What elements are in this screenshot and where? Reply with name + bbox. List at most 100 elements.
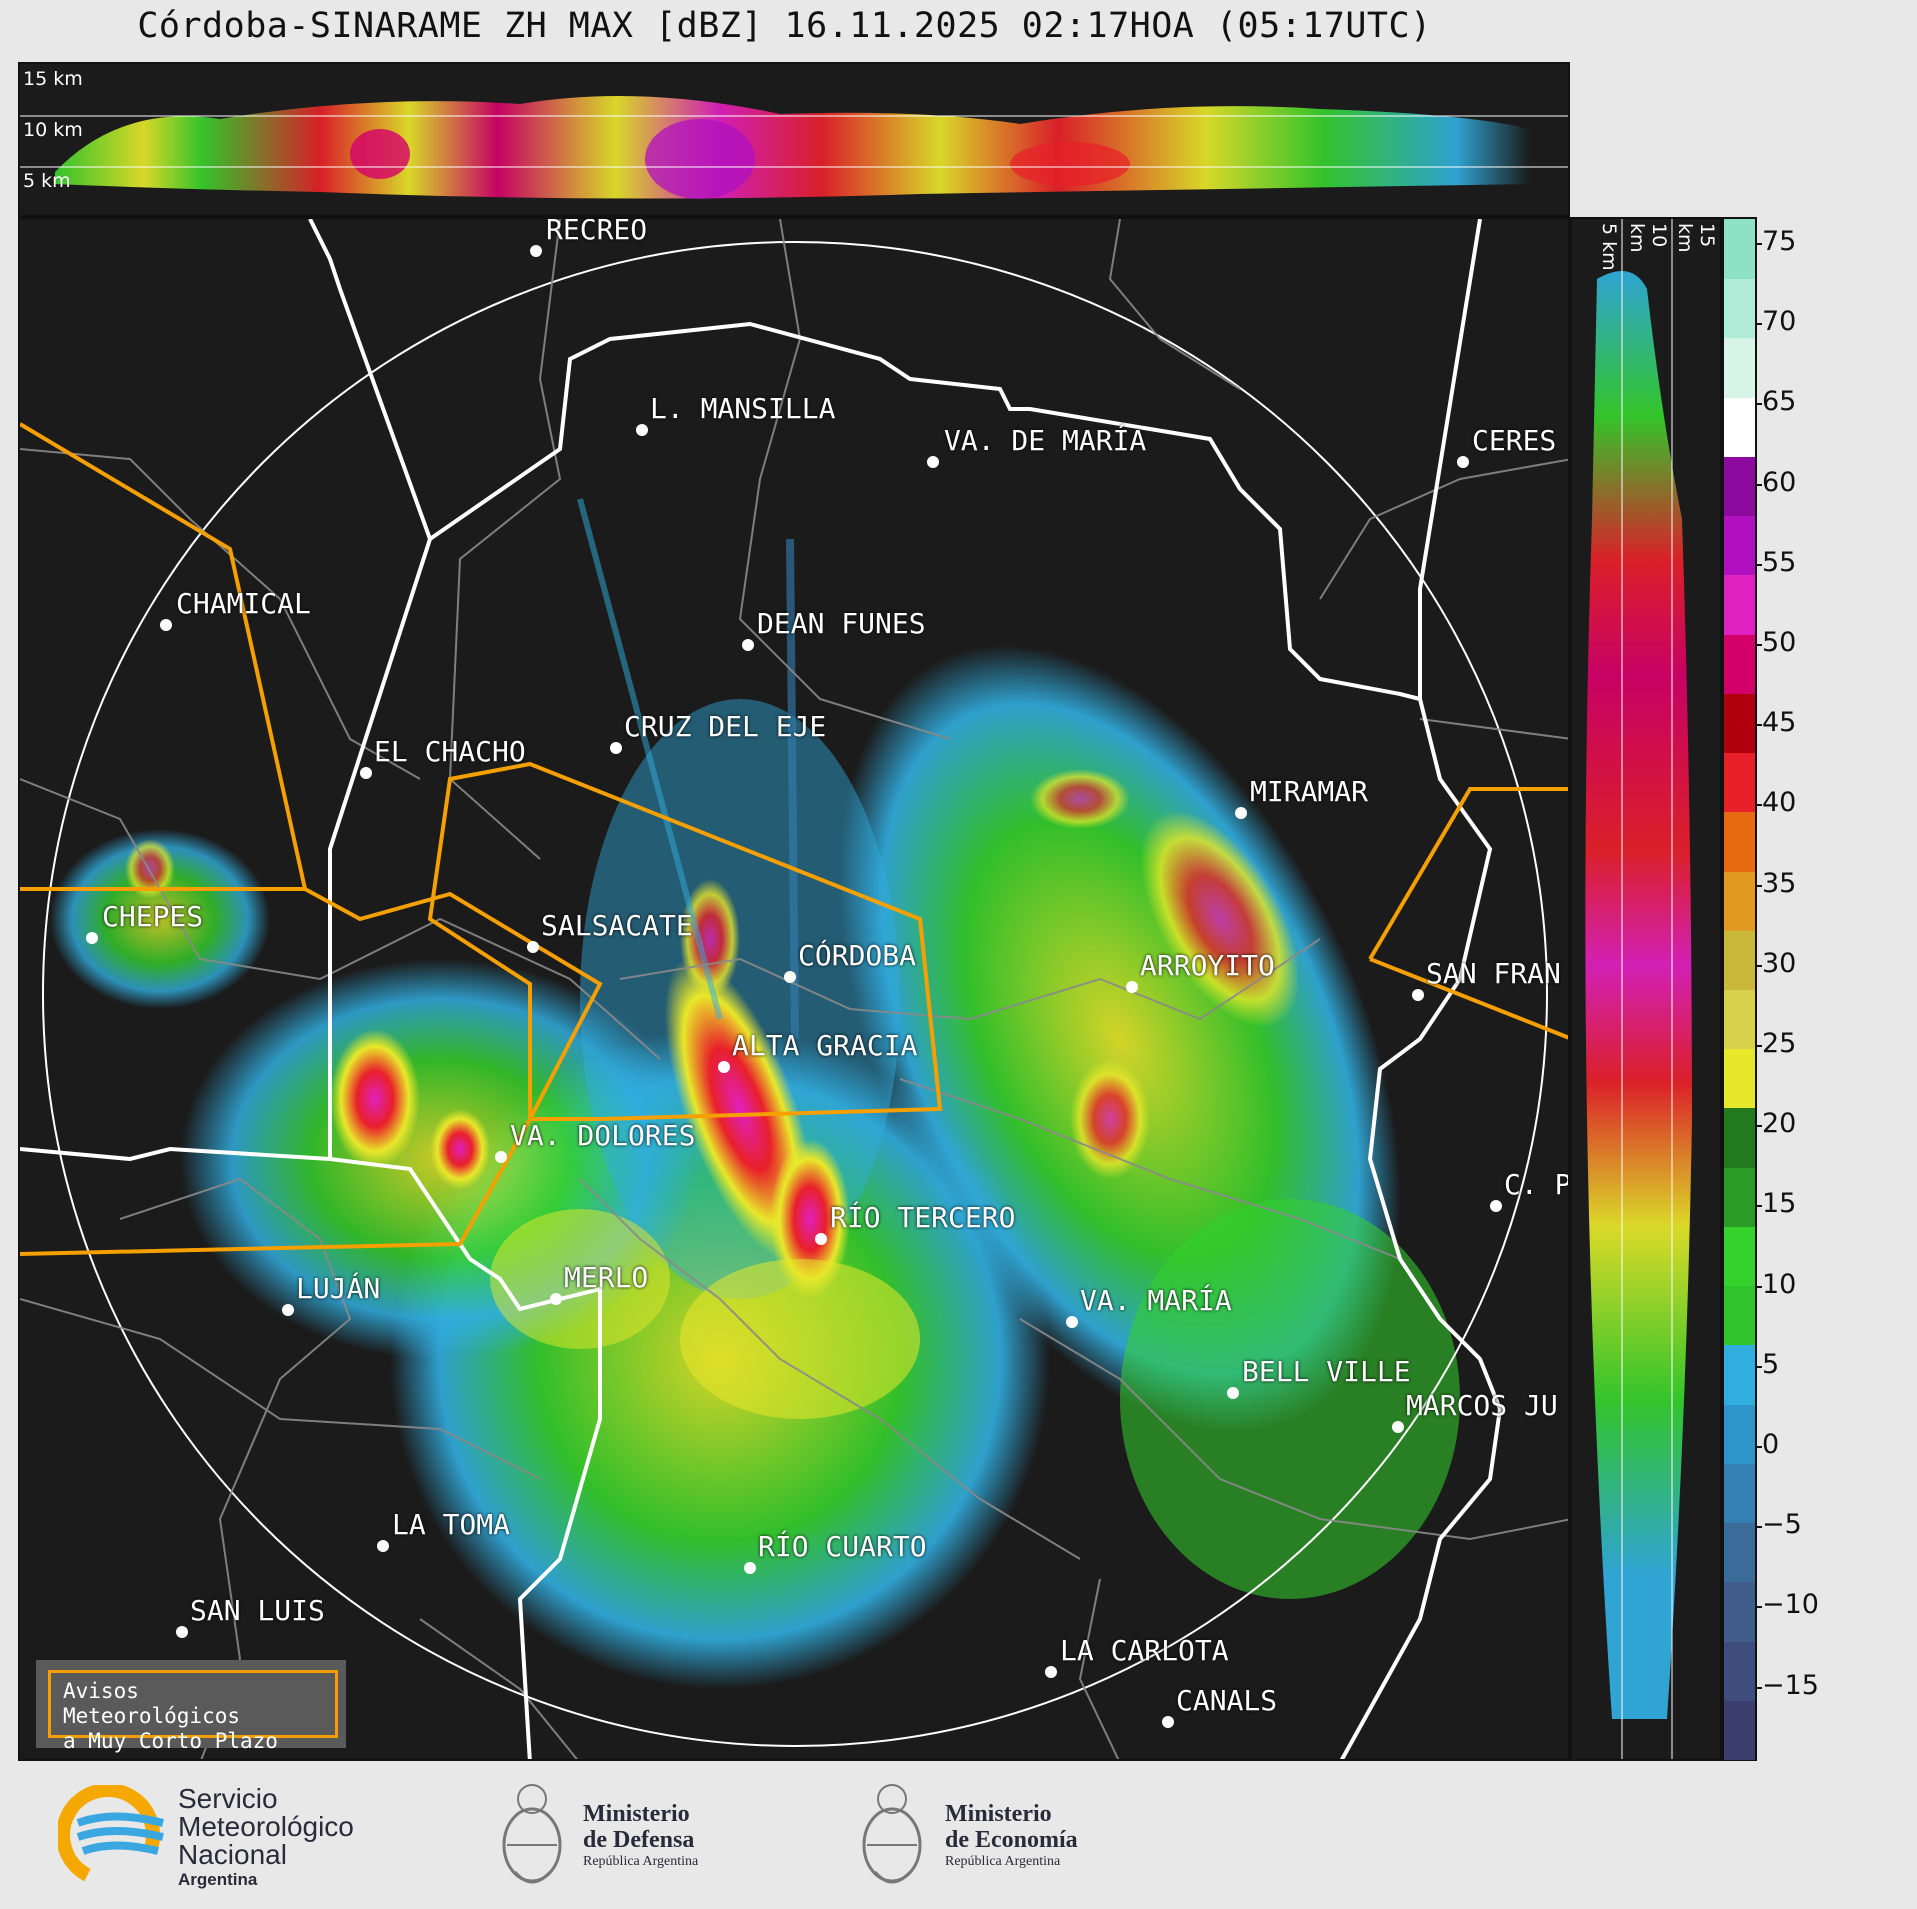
colorbar-segment xyxy=(1724,455,1755,517)
smn-line-2: Meteorológico xyxy=(178,1811,354,1842)
colorbar-segment xyxy=(1724,1403,1755,1464)
colorbar-segment xyxy=(1724,278,1755,339)
colorbar-tick-label: 25 xyxy=(1755,1028,1797,1059)
city-label-dean-funes: DEAN FUNES xyxy=(757,607,926,640)
city-label-la-carlota: LA CARLOTA xyxy=(1060,1634,1229,1667)
economia-line-3: República Argentina xyxy=(945,1854,1061,1869)
city-dot-recreo xyxy=(530,245,542,257)
city-label-chamical: CHAMICAL xyxy=(176,587,311,620)
km-label-5: 5 km xyxy=(23,170,71,192)
city-label-lujan: LUJÁN xyxy=(296,1272,381,1305)
city-dot-lujan xyxy=(282,1304,294,1316)
city-label-el-chacho: EL CHACHO xyxy=(374,735,526,768)
city-dot-rio-cuarto xyxy=(744,1562,756,1574)
colorbar-segment xyxy=(1724,1462,1755,1524)
city-dot-marcos-ju xyxy=(1392,1421,1404,1433)
smn-logo-icon xyxy=(58,1785,165,1885)
city-label-rio-cuarto: RÍO CUARTO xyxy=(758,1530,927,1563)
avisos-box: Avisos Meteorológicos a Muy Corto Plazo xyxy=(36,1660,346,1753)
argentina-coat-of-arms-icon-2 xyxy=(862,1784,922,1884)
dbz-colorbar xyxy=(1722,217,1757,1761)
defensa-line-3: República Argentina xyxy=(583,1854,699,1869)
colorbar-segment xyxy=(1724,989,1755,1050)
colorbar-segment xyxy=(1724,396,1755,457)
colorbar-tick-label: 50 xyxy=(1755,627,1797,658)
city-label-san-fran: SAN FRAN xyxy=(1426,957,1561,990)
city-label-la-toma: LA TOMA xyxy=(392,1508,511,1541)
colorbar-segment xyxy=(1724,929,1755,990)
colorbar-segment xyxy=(1724,337,1755,398)
city-label-va-maria: VA. MARÍA xyxy=(1080,1284,1232,1317)
colorbar-segment xyxy=(1724,574,1755,635)
side-cross-section-panel: 5 km 10 km 15 km xyxy=(1570,217,1722,1761)
city-dot-canals xyxy=(1162,1716,1174,1728)
top-cross-section-panel: 15 km 10 km 5 km xyxy=(18,62,1570,217)
colorbar-segment xyxy=(1724,1107,1755,1168)
radar-reflectivity-map xyxy=(20,219,1568,1759)
colorbar-segment xyxy=(1724,1581,1755,1642)
colorbar-segment xyxy=(1724,811,1755,872)
colorbar-segment xyxy=(1724,870,1755,931)
city-label-canals: CANALS xyxy=(1176,1684,1278,1717)
city-dot-cordoba xyxy=(784,971,796,983)
colorbar-segment xyxy=(1724,1344,1755,1405)
colorbar-tick-label: 15 xyxy=(1755,1188,1797,1220)
avisos-line-2: a Muy Corto Plazo xyxy=(63,1729,278,1753)
avisos-frame: Avisos Meteorológicos a Muy Corto Plazo xyxy=(48,1670,338,1753)
city-label-c-p: C. P xyxy=(1504,1168,1570,1201)
city-label-marcos-ju: MARCOS JU xyxy=(1406,1389,1558,1422)
city-dot-bell-ville xyxy=(1227,1387,1239,1399)
footer-logos: Servicio Meteorológico Nacional Argentin… xyxy=(0,1761,1917,1909)
city-label-bell-ville: BELL VILLE xyxy=(1242,1355,1411,1388)
colorbar-segment xyxy=(1724,752,1755,813)
colorbar-segment xyxy=(1724,1699,1755,1760)
colorbar-segment xyxy=(1724,1048,1755,1109)
city-label-rio-tercero: RÍO TERCERO xyxy=(830,1201,1016,1234)
city-label-salsacate: SALSACATE xyxy=(541,909,693,942)
km-label-15: 15 km xyxy=(23,68,83,90)
city-label-cordoba: CÓRDOBA xyxy=(798,939,917,972)
colorbar-segment xyxy=(1724,219,1755,280)
colorbar-segment xyxy=(1724,1225,1755,1287)
avisos-line-1: Avisos Meteorológicos xyxy=(63,1679,241,1728)
city-dot-miramar xyxy=(1235,807,1247,819)
colorbar-tick-label: −5 xyxy=(1756,1509,1802,1541)
colorbar-tick-label: 35 xyxy=(1755,867,1797,899)
defensa-name: Ministerio de Defensa República Argentin… xyxy=(583,1801,698,1871)
city-label-va-de-maria: VA. DE MARÍA xyxy=(944,424,1147,457)
city-dot-l-mansilla xyxy=(636,424,648,436)
city-dot-san-luis xyxy=(176,1626,188,1638)
side-cross-section-image xyxy=(1585,219,1692,1759)
city-dot-cruz-del-eje xyxy=(610,742,622,754)
side-km-label-15: 15 km xyxy=(1674,223,1718,253)
city-label-miramar: MIRAMAR xyxy=(1250,775,1369,808)
colorbar-segment xyxy=(1724,515,1755,576)
city-label-recreo: RECREO xyxy=(546,217,648,246)
city-label-san-luis: SAN LUIS xyxy=(190,1594,325,1627)
city-dot-la-toma xyxy=(377,1540,389,1552)
colorbar-segment xyxy=(1724,1166,1755,1227)
colorbar-tick-label: 60 xyxy=(1755,466,1797,498)
city-dot-arroyito xyxy=(1126,981,1138,993)
colorbar-tick-label: 10 xyxy=(1755,1268,1797,1300)
city-dot-va-de-maria xyxy=(927,456,939,468)
colorbar-tick-label: −15 xyxy=(1756,1669,1819,1701)
side-km-label-10: 10 km xyxy=(1626,223,1670,253)
city-label-merlo: MERLO xyxy=(564,1261,649,1294)
city-dot-chamical xyxy=(160,619,172,631)
colorbar-tick-label: 65 xyxy=(1755,386,1797,418)
side-km-label-5: 5 km xyxy=(1598,223,1620,271)
colorbar-tick-label: 40 xyxy=(1755,787,1797,819)
city-dot-el-chacho xyxy=(360,767,372,779)
city-dot-c-p xyxy=(1490,1200,1502,1212)
colorbar-tick-label: 5 xyxy=(1755,1348,1780,1380)
colorbar-tick-label: 20 xyxy=(1755,1108,1797,1140)
colorbar-segment xyxy=(1724,1285,1755,1346)
colorbar-segment xyxy=(1724,633,1755,694)
city-dot-san-fran xyxy=(1412,989,1424,1001)
city-dot-salsacate xyxy=(527,941,539,953)
city-dot-ceres xyxy=(1457,456,1469,468)
city-dot-dean-funes xyxy=(742,639,754,651)
economia-name: Ministerio de Economía República Argenti… xyxy=(945,1801,1078,1871)
chart-title: Córdoba-SINARAME ZH MAX [dBZ] 16.11.2025… xyxy=(137,6,1432,46)
